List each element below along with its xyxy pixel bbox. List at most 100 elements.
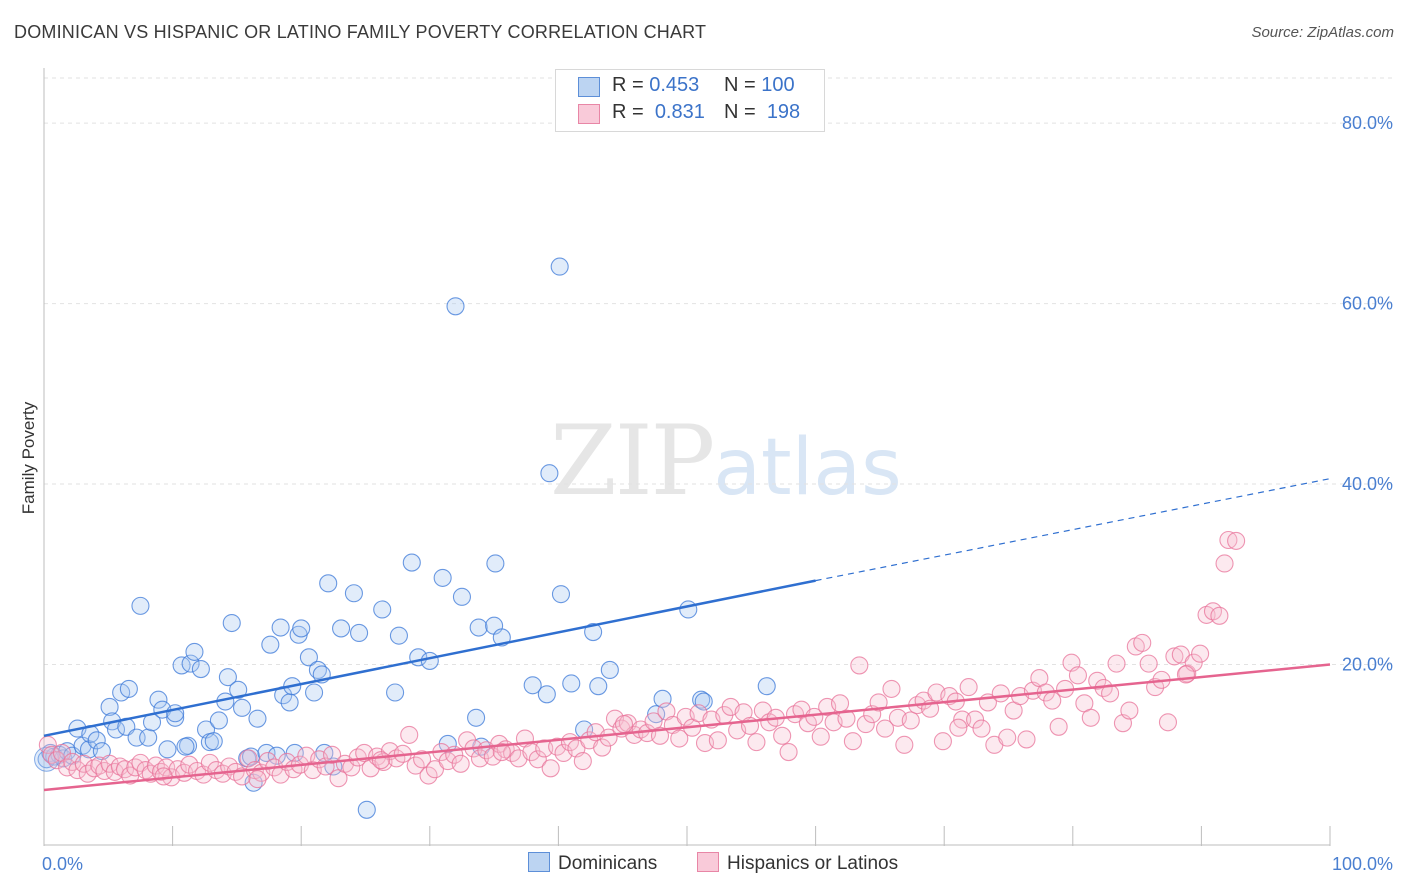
data-point xyxy=(647,705,666,724)
data-point xyxy=(452,587,472,606)
legend-r-value: 0.831 xyxy=(654,101,705,123)
data-point xyxy=(267,746,286,765)
data-point xyxy=(523,676,542,695)
data-point xyxy=(1165,647,1184,666)
data-point xyxy=(600,660,619,679)
data-point xyxy=(185,642,204,661)
data-point xyxy=(998,728,1017,747)
data-point xyxy=(386,683,405,702)
y-tick-label: 20.0% xyxy=(1342,655,1393,675)
y-tick-label: 60.0% xyxy=(1342,294,1393,314)
data-point xyxy=(773,726,792,745)
data-point xyxy=(52,743,72,763)
data-point xyxy=(100,697,119,716)
bottom-legend-swatch-dominicans xyxy=(528,852,550,872)
data-point xyxy=(350,623,369,642)
data-point xyxy=(292,619,311,638)
data-point xyxy=(158,740,177,759)
data-point xyxy=(389,626,408,645)
data-point xyxy=(492,743,511,762)
data-point xyxy=(1227,531,1246,550)
data-point xyxy=(1133,633,1152,652)
legend-r-dominicans: R = 0.453 xyxy=(612,74,699,97)
legend-n-hispanics: N = 198 xyxy=(724,101,800,124)
data-point xyxy=(357,800,376,819)
data-point xyxy=(425,760,444,779)
data-point xyxy=(191,659,210,679)
legend-r-hispanics: R = 0.831 xyxy=(612,101,705,124)
data-point xyxy=(830,694,850,713)
data-point xyxy=(1017,730,1036,749)
data-point xyxy=(131,596,150,615)
data-point xyxy=(87,731,106,750)
bottom-legend-swatch-hispanics xyxy=(697,852,719,872)
data-point xyxy=(843,732,862,751)
y-tick-label: 40.0% xyxy=(1342,474,1393,494)
data-point xyxy=(972,719,991,738)
data-point xyxy=(779,743,798,762)
y-tick-label: 80.0% xyxy=(1342,113,1393,133)
tick-labels: 20.0% 40.0% 60.0% 80.0% 0.0% 100.0% xyxy=(42,113,1393,874)
data-point xyxy=(811,727,830,746)
trend-line-dominicans-projection xyxy=(815,478,1331,582)
correlation-legend: R = 0.453 N = 100 R = 0.831 N = 198 xyxy=(555,69,825,132)
data-point xyxy=(551,585,571,604)
data-point xyxy=(119,679,138,698)
data-point xyxy=(1215,554,1234,573)
data-point xyxy=(1219,530,1238,550)
data-point xyxy=(1171,645,1190,664)
trend-line-hispanics xyxy=(43,663,1331,792)
data-point xyxy=(433,568,452,587)
data-point xyxy=(420,651,439,670)
data-point xyxy=(38,735,57,754)
trend-lines xyxy=(43,478,1331,792)
data-point xyxy=(1210,606,1229,625)
data-point xyxy=(1049,717,1068,736)
data-point xyxy=(218,668,237,687)
watermark-atlas: atlas xyxy=(713,423,902,513)
legend-n-dominicans: N = 100 xyxy=(724,74,795,97)
data-point xyxy=(323,745,342,764)
data-point xyxy=(271,618,290,637)
data-point xyxy=(261,635,280,654)
data-point xyxy=(650,726,670,745)
legend-r-label: R = xyxy=(612,74,644,96)
data-point xyxy=(469,618,488,637)
data-point xyxy=(593,738,612,757)
data-point xyxy=(562,674,581,693)
data-point xyxy=(241,747,261,766)
bottom-legend-label-hispanics: Hispanics or Latinos xyxy=(727,853,899,874)
data-point xyxy=(1158,713,1178,732)
data-point xyxy=(299,648,318,667)
data-point xyxy=(285,743,304,763)
data-point xyxy=(446,297,465,316)
trend-line-dominicans xyxy=(43,579,816,738)
watermark: ZIPatlas xyxy=(550,405,902,517)
bottom-legend-hispanics: Hispanics or Latinos xyxy=(697,852,898,875)
data-point xyxy=(486,554,505,573)
data-point xyxy=(1068,666,1087,685)
data-point xyxy=(373,600,392,619)
data-point xyxy=(172,656,191,675)
data-point xyxy=(708,731,727,750)
gridlines xyxy=(44,77,1392,666)
data-point xyxy=(670,729,689,748)
data-point xyxy=(239,749,258,768)
data-point xyxy=(280,693,299,712)
legend-swatch-dominicans xyxy=(578,77,600,97)
data-point xyxy=(204,732,223,751)
data-point xyxy=(371,751,390,770)
data-point xyxy=(1191,644,1210,663)
data-point xyxy=(1088,671,1107,690)
data-point xyxy=(222,613,241,633)
legend-n-value: 100 xyxy=(761,74,795,96)
data-point xyxy=(1081,708,1100,727)
data-point xyxy=(232,698,252,717)
data-point xyxy=(248,770,267,789)
legend-swatch-hispanics xyxy=(578,104,600,124)
data-point xyxy=(573,752,592,771)
data-point xyxy=(332,619,351,638)
data-point xyxy=(139,728,158,747)
data-point xyxy=(869,693,888,712)
